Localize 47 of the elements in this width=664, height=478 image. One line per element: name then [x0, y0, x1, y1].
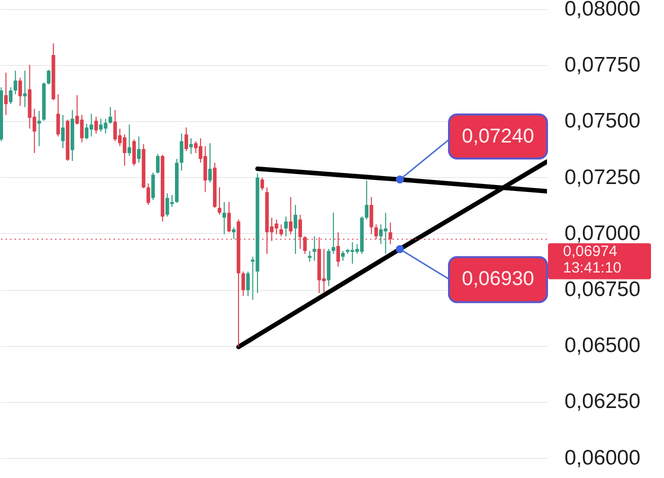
candlestick [180, 133, 184, 172]
candlestick [218, 186, 222, 216]
y-tick-label: 0,06250 [564, 390, 640, 414]
candlestick [208, 142, 212, 183]
candlestick [284, 216, 288, 237]
y-tick-label: 0,07750 [564, 54, 640, 77]
candlestick [308, 250, 312, 262]
candlestick [189, 138, 193, 154]
candlestick [288, 196, 293, 235]
candlestick [18, 77, 22, 106]
candlestick [61, 114, 65, 149]
candlestick [137, 136, 141, 164]
y-tick-label: 0,07000 [564, 222, 640, 245]
candlestick [332, 212, 336, 254]
candlestick [94, 116, 98, 134]
candlestick [227, 201, 231, 233]
candlestick [312, 236, 316, 262]
candlestick [370, 196, 374, 235]
candlestick [151, 172, 155, 200]
ref-line-label: 0,06974 13:41:10 [563, 243, 622, 277]
candlestick [132, 138, 136, 166]
candlestick [364, 180, 368, 220]
candlestick [23, 70, 27, 108]
candlestick [46, 69, 50, 85]
candlestick [4, 72, 8, 116]
y-tick-label: 0,07250 [564, 166, 640, 189]
y-tick-label: 0,06000 [564, 446, 640, 470]
data-label: 0,06930 [462, 268, 534, 290]
candlestick [14, 70, 18, 95]
candlestick [8, 86, 12, 105]
y-tick-label: 0,06500 [564, 334, 640, 358]
candlestick [156, 153, 160, 174]
candlestick [128, 124, 132, 156]
data-label: 0,07240 [462, 126, 534, 148]
candlestick [294, 204, 298, 254]
candlestick [260, 177, 264, 191]
candlestick [184, 126, 188, 152]
candlestick [241, 271, 246, 297]
y-tick-label: 0,07500 [564, 110, 640, 133]
candlestick [246, 271, 250, 297]
candlestick [56, 94, 60, 137]
candlestick [232, 226, 236, 240]
candlestick [146, 182, 150, 206]
y-tick-label: 0,06750 [564, 278, 640, 301]
candlestick [108, 106, 112, 124]
y-tick-label: 0,08000 [564, 0, 640, 20]
candlestick [279, 224, 284, 237]
